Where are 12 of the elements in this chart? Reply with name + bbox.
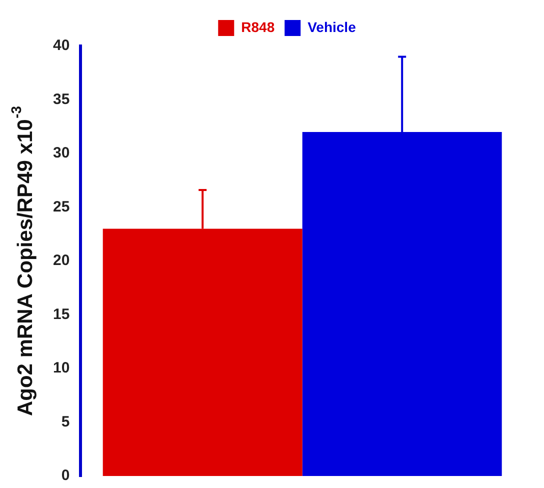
legend-label: Vehicle bbox=[308, 18, 356, 35]
y-tick-label: 15 bbox=[52, 306, 70, 323]
y-tick-label: 30 bbox=[52, 144, 70, 162]
legend-label: R848 bbox=[241, 18, 275, 35]
y-tick-label: 20 bbox=[52, 252, 70, 270]
y-tick-label: 5 bbox=[61, 413, 70, 430]
y-tick-label: 40 bbox=[52, 37, 70, 54]
y-tick-label: 10 bbox=[52, 360, 70, 377]
y-axis-title: Ago2 mRNA Copies/RP49 x10-3 bbox=[8, 106, 37, 416]
y-tick-label: 0 bbox=[61, 467, 70, 484]
y-tick-label: 35 bbox=[52, 90, 70, 108]
y-tick-label: 25 bbox=[52, 198, 70, 216]
